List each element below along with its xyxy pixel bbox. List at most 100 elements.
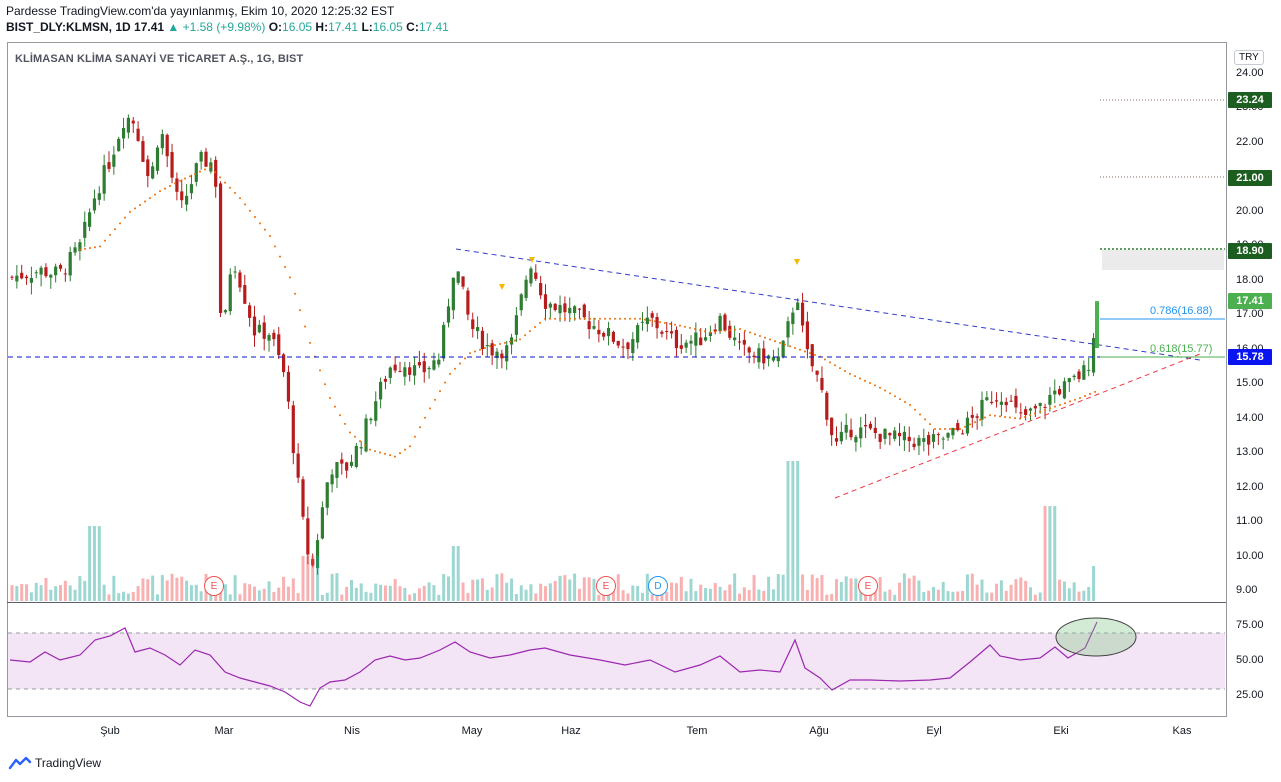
sar-dot	[994, 414, 996, 417]
candle-body	[364, 418, 368, 452]
sar-dot	[939, 428, 941, 431]
volume-bar	[388, 585, 392, 601]
candle-body	[78, 242, 82, 252]
volume-bar	[316, 556, 320, 601]
candle-body	[262, 322, 266, 339]
volume-bar	[577, 588, 581, 601]
candle-body	[476, 327, 480, 332]
volume-bar	[374, 583, 378, 601]
candle-body	[859, 427, 863, 439]
volume-bar	[611, 586, 615, 601]
sar-dot	[339, 414, 341, 417]
level-price-label: 15.78	[1228, 349, 1272, 365]
volume-bar	[883, 591, 887, 601]
candle-body	[165, 134, 169, 157]
volume-bar	[674, 583, 678, 601]
sar-dot	[714, 330, 716, 333]
candle-body	[796, 302, 800, 311]
candle-body	[88, 212, 92, 227]
candle-body	[107, 162, 111, 169]
volume-bar	[88, 526, 92, 601]
sar-dot	[549, 317, 551, 320]
volume-bar	[350, 580, 353, 601]
earnings-event-icon[interactable]: E	[596, 576, 616, 596]
volume-bar	[849, 578, 853, 601]
candle-body	[160, 134, 164, 149]
sar-dot	[204, 168, 206, 171]
volume-bar	[1053, 506, 1057, 601]
sar-dot	[784, 343, 786, 346]
candle-body	[679, 345, 683, 349]
volume-bar	[185, 580, 189, 601]
candle-body	[844, 424, 848, 433]
volume-bar	[296, 593, 300, 601]
close-label: C:	[406, 20, 419, 34]
volume-bar	[413, 593, 417, 601]
candle-body	[897, 432, 902, 437]
sar-dot	[884, 389, 886, 392]
volume-bar	[500, 573, 504, 601]
candle-body	[902, 431, 906, 441]
candle-body	[495, 351, 499, 358]
candle-body	[267, 335, 271, 341]
x-tick-label: Haz	[561, 725, 581, 737]
sar-dot	[254, 216, 256, 219]
candle-body	[728, 325, 732, 338]
candle-body	[820, 378, 824, 390]
candle-body	[563, 303, 567, 313]
sar-dot	[379, 451, 381, 454]
sar-dot	[759, 334, 761, 337]
sar-dot	[494, 344, 496, 347]
volume-bar	[941, 581, 945, 601]
sar-dot	[439, 390, 441, 393]
candle-body	[335, 462, 339, 478]
candle-body	[781, 340, 785, 358]
volume-bar	[762, 590, 766, 601]
volume-bar	[597, 594, 601, 601]
sar-dot	[779, 341, 781, 344]
sar-dot	[684, 325, 686, 328]
candle-body	[791, 312, 795, 325]
symbol-name[interactable]: BIST_DLY:KLMSN, 1D	[6, 20, 131, 34]
candle-body	[907, 436, 911, 442]
earnings-event-icon[interactable]: E	[204, 576, 224, 596]
pivot-marker-icon	[529, 257, 535, 263]
candle-body	[936, 434, 940, 436]
sar-dot	[614, 317, 616, 320]
tradingview-logo[interactable]: TradingView	[8, 756, 101, 770]
candle-body	[771, 357, 776, 361]
sar-dot	[764, 336, 766, 339]
sar-dot	[839, 367, 841, 370]
candle-body	[112, 154, 116, 167]
sar-dot	[519, 338, 521, 341]
sar-dot	[464, 357, 466, 360]
candle-body	[539, 283, 543, 296]
dividend-event-icon[interactable]: D	[648, 576, 668, 596]
sar-dot	[374, 450, 376, 453]
currency-badge[interactable]: TRY	[1234, 50, 1264, 65]
candle-body	[432, 360, 436, 370]
candle-body	[703, 337, 708, 341]
x-tick-label: Nis	[344, 725, 360, 737]
candle-body	[626, 342, 630, 350]
sar-dot	[1074, 398, 1076, 401]
rsi-highlight-ellipse	[1055, 617, 1137, 657]
x-tick-label: Mar	[214, 725, 234, 737]
sar-dot	[804, 350, 806, 353]
candle-body	[587, 321, 591, 330]
volume-bar	[1092, 566, 1096, 601]
candle-body	[349, 461, 354, 466]
volume-bar	[112, 575, 116, 601]
pane-separator[interactable]	[7, 602, 1227, 603]
candle-body	[548, 303, 552, 308]
earnings-event-icon[interactable]: E	[858, 576, 878, 596]
volume-bar	[1043, 506, 1047, 601]
volume-bar	[180, 576, 184, 601]
sar-dot	[399, 452, 401, 455]
candle-body	[699, 337, 703, 346]
sar-dot	[719, 330, 721, 333]
candle-body	[393, 364, 397, 371]
sar-dot	[529, 330, 531, 333]
candle-body	[747, 347, 751, 353]
